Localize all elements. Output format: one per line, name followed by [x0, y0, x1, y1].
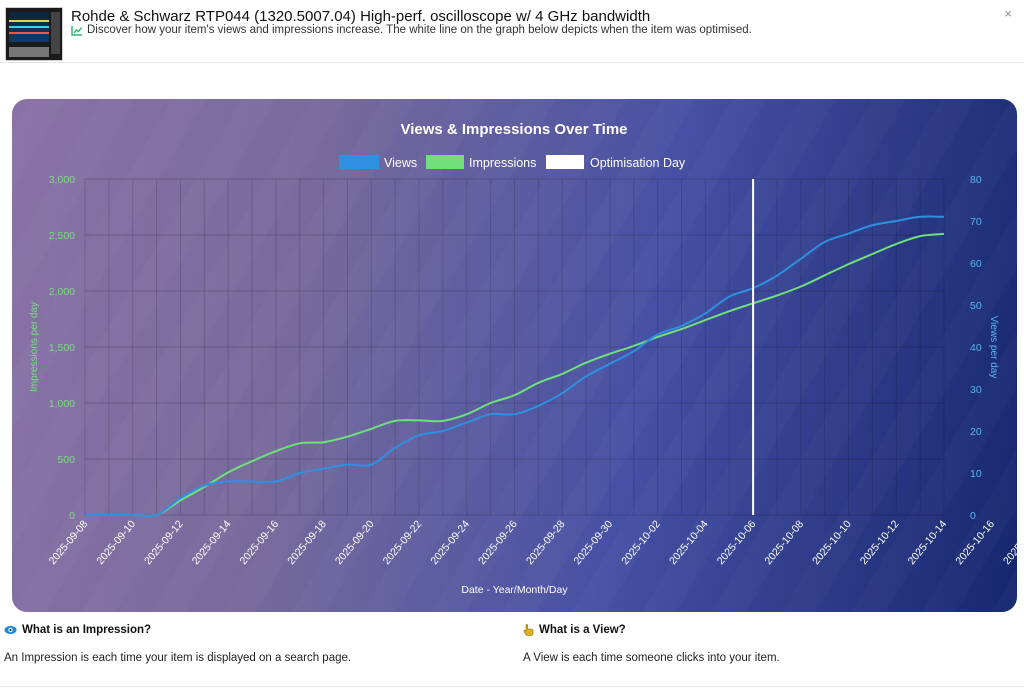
legend-optimisation-day-swatch — [546, 155, 584, 169]
view-info: What is a View? A View is each time some… — [523, 624, 780, 664]
y-right-axis-title: Views per day — [988, 316, 999, 379]
y-left-tick-label: 3,000 — [49, 174, 75, 186]
y-right-tick-label: 10 — [970, 468, 982, 480]
impression-text: An Impression is each time your item is … — [4, 652, 352, 664]
item-header: Rohde & Schwarz RTP044 (1320.5007.04) Hi… — [0, 0, 1024, 63]
y-right-tick-label: 70 — [970, 216, 982, 228]
y-right-tick-label: 50 — [970, 300, 982, 312]
impression-heading: What is an Impression? — [22, 624, 152, 636]
footer-divider — [0, 686, 1024, 687]
eye-icon — [4, 626, 17, 634]
close-button[interactable]: × — [1004, 6, 1012, 21]
chart-line-icon — [71, 25, 83, 36]
views-impressions-chart: Views & Impressions Over Time Views Impres… — [29, 121, 1017, 596]
y-right-tick-label: 30 — [970, 384, 982, 396]
y-left-tick-label: 1,000 — [49, 398, 75, 410]
chart-title: Views & Impressions Over Time — [400, 121, 627, 138]
y-right-tick-label: 60 — [970, 258, 982, 270]
legend-impressions-label: Impressions — [469, 156, 536, 170]
impression-info: What is an Impression? An Impression is … — [4, 624, 351, 664]
y-left-axis-title: Impressions per day — [29, 302, 40, 392]
y-left-tick-label: 2,000 — [49, 286, 75, 298]
series-line-impressions — [84, 232, 945, 518]
header-subtitle: Discover how your item's views and impre… — [71, 24, 752, 36]
legend-optimisation-day-label: Optimisation Day — [590, 156, 686, 170]
pointer-hand-icon — [523, 624, 534, 636]
y-right-tick-label: 0 — [970, 510, 976, 522]
legend-views-label: Views — [384, 156, 417, 170]
y-left-tick-label: 0 — [69, 510, 75, 522]
view-text: A View is each time someone clicks into … — [523, 652, 780, 664]
y-right-tick-label: 20 — [970, 426, 982, 438]
y-right-tick-label: 40 — [970, 342, 982, 354]
subtitle-text: Discover how your item's views and impre… — [87, 24, 752, 36]
x-axis-title: Date - Year/Month/Day — [461, 584, 568, 596]
product-thumbnail — [5, 7, 63, 61]
y-left-tick-label: 1,500 — [49, 342, 75, 354]
view-heading: What is a View? — [539, 624, 626, 636]
chart-panel: Views & Impressions Over Time Views Impres… — [12, 99, 1017, 612]
y-right-tick-label: 80 — [970, 174, 982, 186]
legend-impressions-swatch — [426, 155, 464, 169]
series-line-views — [84, 215, 945, 518]
y-left-tick-label: 2,500 — [49, 230, 75, 242]
y-left-tick-label: 500 — [57, 454, 75, 466]
legend-views-swatch — [339, 155, 379, 169]
product-title: Rohde & Schwarz RTP044 (1320.5007.04) Hi… — [71, 8, 651, 25]
